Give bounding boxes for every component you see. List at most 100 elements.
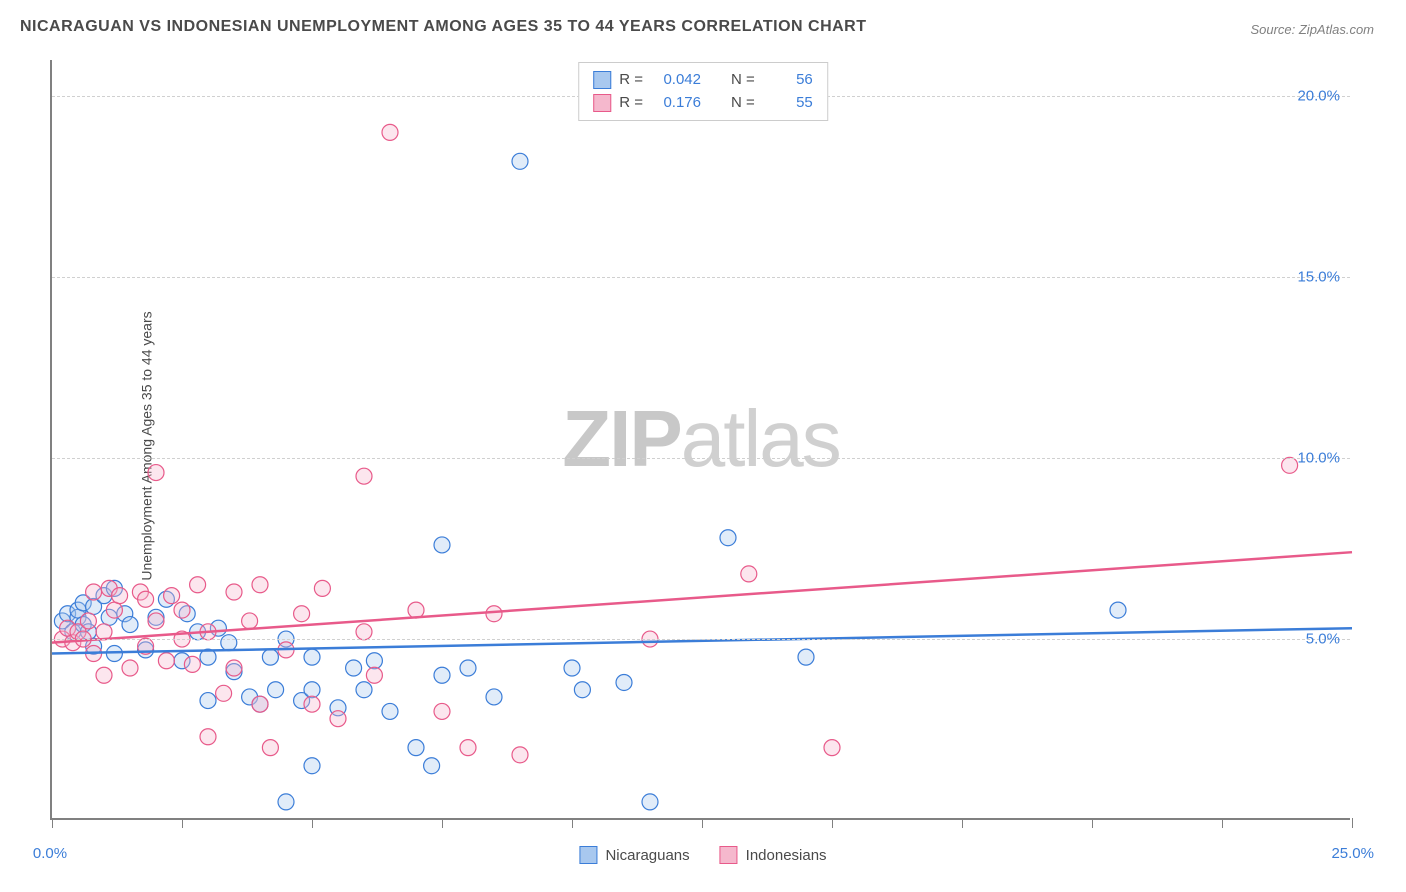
scatter-point xyxy=(424,758,440,774)
x-tick xyxy=(572,818,573,828)
legend-stats-row-1: R = 0.176 N = 55 xyxy=(593,92,813,115)
r-label-0: R = xyxy=(619,69,643,92)
scatter-point xyxy=(434,703,450,719)
scatter-point xyxy=(158,653,174,669)
gridline xyxy=(52,639,1350,640)
scatter-point xyxy=(304,696,320,712)
scatter-point xyxy=(86,584,102,600)
legend-series-1: Indonesians xyxy=(720,846,827,864)
scatter-point xyxy=(200,729,216,745)
scatter-point xyxy=(434,667,450,683)
scatter-point xyxy=(356,682,372,698)
scatter-point xyxy=(366,667,382,683)
x-tick xyxy=(442,818,443,828)
x-tick xyxy=(832,818,833,828)
x-tick xyxy=(1352,818,1353,828)
y-tick-label: 20.0% xyxy=(1297,88,1340,105)
x-tick xyxy=(1222,818,1223,828)
scatter-point xyxy=(164,588,180,604)
scatter-point xyxy=(434,537,450,553)
scatter-point xyxy=(138,591,154,607)
scatter-point xyxy=(174,602,190,618)
scatter-point xyxy=(190,577,206,593)
scatter-point xyxy=(460,660,476,676)
x-tick xyxy=(312,818,313,828)
legend-stats-row-0: R = 0.042 N = 56 xyxy=(593,69,813,92)
scatter-point xyxy=(512,747,528,763)
scatter-point xyxy=(122,617,138,633)
scatter-point xyxy=(486,689,502,705)
scatter-point xyxy=(486,606,502,622)
gridline xyxy=(52,458,1350,459)
scatter-point xyxy=(824,740,840,756)
legend-series-swatch-1 xyxy=(720,846,738,864)
x-tick xyxy=(962,818,963,828)
scatter-point xyxy=(216,685,232,701)
scatter-point xyxy=(252,696,268,712)
scatter-point xyxy=(304,682,320,698)
scatter-point xyxy=(148,613,164,629)
y-tick-label: 10.0% xyxy=(1297,450,1340,467)
scatter-point xyxy=(184,656,200,672)
scatter-point xyxy=(616,674,632,690)
scatter-point xyxy=(346,660,362,676)
legend-series: Nicaraguans Indonesians xyxy=(579,846,826,864)
scatter-point xyxy=(408,740,424,756)
scatter-point xyxy=(122,660,138,676)
gridline xyxy=(52,277,1350,278)
scatter-point xyxy=(512,153,528,169)
scatter-point xyxy=(226,660,242,676)
chart-title: NICARAGUAN VS INDONESIAN UNEMPLOYMENT AM… xyxy=(20,18,867,36)
scatter-point xyxy=(148,465,164,481)
scatter-point xyxy=(798,649,814,665)
scatter-point xyxy=(304,758,320,774)
scatter-point xyxy=(642,794,658,810)
legend-series-swatch-0 xyxy=(579,846,597,864)
scatter-point xyxy=(574,682,590,698)
scatter-point xyxy=(382,124,398,140)
x-tick xyxy=(52,818,53,828)
plot-area: ZIPatlas 5.0%10.0%15.0%20.0% xyxy=(50,60,1350,820)
scatter-point xyxy=(200,693,216,709)
y-tick-label: 5.0% xyxy=(1306,631,1340,648)
scatter-point xyxy=(242,613,258,629)
legend-swatch-0 xyxy=(593,71,611,89)
legend-series-name-0: Nicaraguans xyxy=(605,847,689,864)
n-value-0: 56 xyxy=(763,69,813,92)
scatter-point xyxy=(382,703,398,719)
x-tick xyxy=(1092,818,1093,828)
scatter-point xyxy=(460,740,476,756)
scatter-point xyxy=(252,577,268,593)
x-tick-max: 25.0% xyxy=(1331,845,1374,862)
r-value-1: 0.176 xyxy=(651,92,701,115)
scatter-point xyxy=(356,624,372,640)
scatter-point xyxy=(112,588,128,604)
scatter-point xyxy=(262,649,278,665)
scatter-point xyxy=(741,566,757,582)
legend-series-name-1: Indonesians xyxy=(746,847,827,864)
scatter-point xyxy=(262,740,278,756)
scatter-point xyxy=(226,584,242,600)
y-tick-label: 15.0% xyxy=(1297,269,1340,286)
scatter-point xyxy=(564,660,580,676)
scatter-point xyxy=(221,635,237,651)
regression-line xyxy=(52,628,1352,653)
n-label-0: N = xyxy=(731,69,755,92)
scatter-point xyxy=(304,649,320,665)
legend-swatch-1 xyxy=(593,94,611,112)
n-label-1: N = xyxy=(731,92,755,115)
scatter-point xyxy=(1282,457,1298,473)
scatter-point xyxy=(268,682,284,698)
scatter-point xyxy=(1110,602,1126,618)
legend-series-0: Nicaraguans xyxy=(579,846,689,864)
scatter-point xyxy=(314,580,330,596)
x-tick-min: 0.0% xyxy=(33,845,67,862)
x-tick xyxy=(702,818,703,828)
scatter-point xyxy=(720,530,736,546)
scatter-point xyxy=(106,602,122,618)
regression-line xyxy=(52,552,1352,642)
source-label: Source: ZipAtlas.com xyxy=(1250,22,1374,37)
legend-stats: R = 0.042 N = 56 R = 0.176 N = 55 xyxy=(578,62,828,121)
scatter-point xyxy=(278,794,294,810)
scatter-point xyxy=(96,667,112,683)
